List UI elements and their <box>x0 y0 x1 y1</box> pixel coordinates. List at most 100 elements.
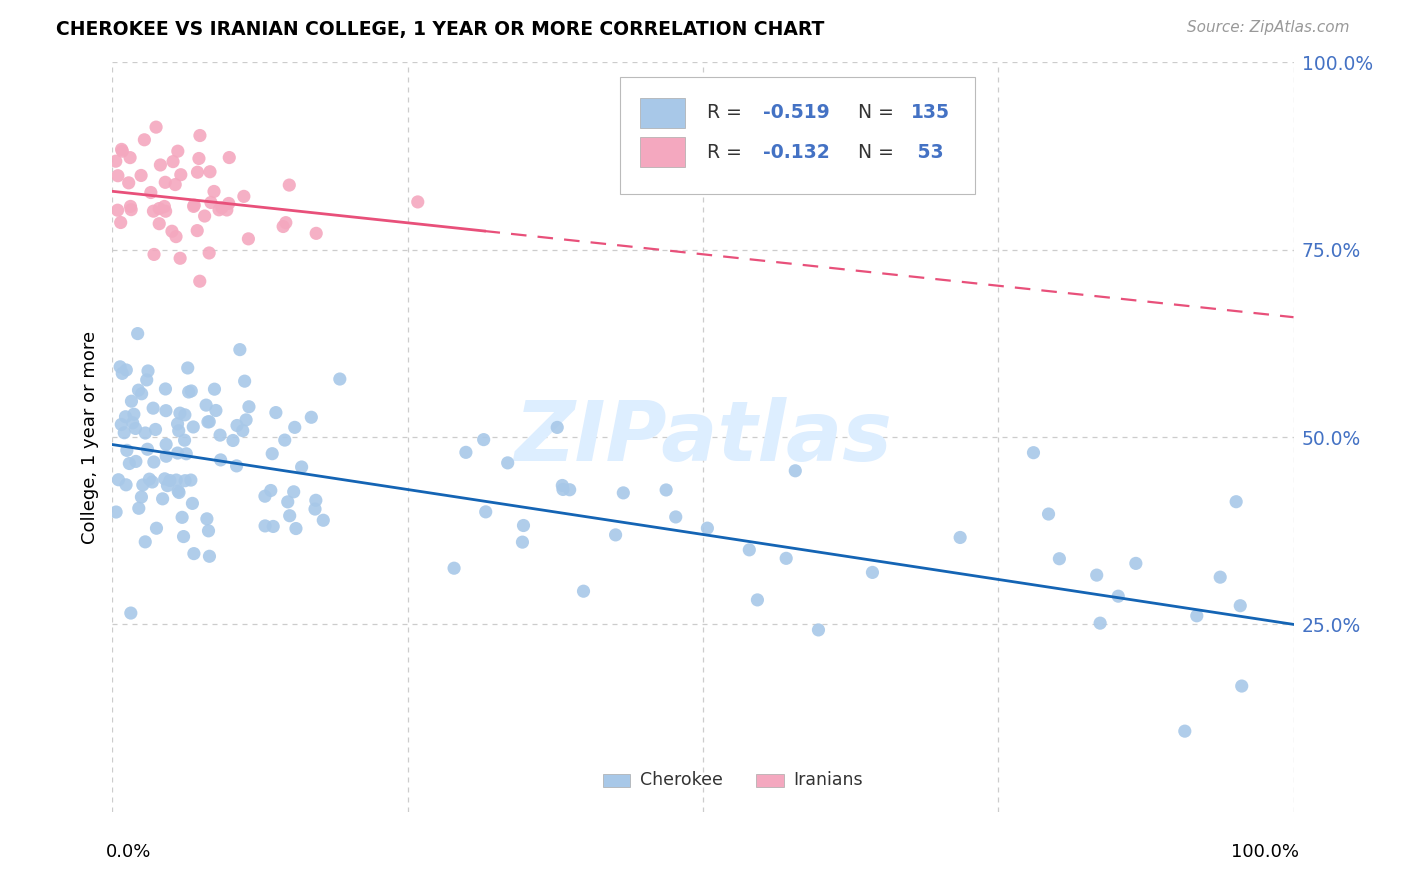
Point <box>209 453 232 467</box>
Point <box>183 547 205 561</box>
Point <box>283 484 305 499</box>
Point <box>162 154 184 169</box>
Point <box>125 454 148 468</box>
Point <box>655 483 678 497</box>
Point <box>107 169 129 183</box>
Point <box>232 189 254 203</box>
Point <box>1125 557 1147 571</box>
Point <box>1185 608 1208 623</box>
Point <box>278 178 301 192</box>
Point <box>129 169 152 183</box>
Point <box>115 363 138 377</box>
Point <box>222 434 245 448</box>
Point <box>262 447 284 461</box>
Point <box>120 394 142 409</box>
Point <box>277 495 299 509</box>
Point <box>183 198 205 212</box>
Point <box>198 165 221 179</box>
Text: 100.0%: 100.0% <box>1232 843 1299 861</box>
Text: N =: N = <box>858 143 900 161</box>
Point <box>284 420 307 434</box>
Point <box>254 519 277 533</box>
Point <box>131 490 153 504</box>
Bar <box>756 773 783 787</box>
Point <box>197 415 219 429</box>
Point <box>104 154 127 169</box>
Point <box>1022 445 1045 459</box>
Point <box>155 403 177 417</box>
Point <box>1107 589 1129 603</box>
Point <box>120 606 142 620</box>
Point <box>807 623 830 637</box>
Point <box>198 415 221 429</box>
Point <box>141 475 163 489</box>
Point <box>110 417 132 432</box>
Point <box>114 409 136 424</box>
Point <box>153 199 176 213</box>
Point <box>169 406 191 420</box>
Point <box>159 474 181 488</box>
Point <box>148 217 170 231</box>
Point <box>134 425 156 440</box>
Point <box>232 424 254 438</box>
Point <box>200 195 222 210</box>
Point <box>188 274 211 288</box>
Point <box>149 158 172 172</box>
Point <box>454 445 477 459</box>
Point <box>271 219 294 234</box>
Point <box>155 204 177 219</box>
Point <box>165 473 187 487</box>
Point <box>665 510 688 524</box>
Point <box>172 510 194 524</box>
Point <box>785 464 807 478</box>
Point <box>612 486 634 500</box>
Point <box>264 406 287 420</box>
Point <box>278 508 301 523</box>
Point <box>1047 551 1070 566</box>
Point <box>169 252 191 266</box>
Point <box>127 383 149 397</box>
Point <box>156 478 179 492</box>
Point <box>110 142 132 156</box>
Point <box>1225 494 1247 508</box>
Text: CHEROKEE VS IRANIAN COLLEGE, 1 YEAR OR MORE CORRELATION CHART: CHEROKEE VS IRANIAN COLLEGE, 1 YEAR OR M… <box>56 20 824 38</box>
Point <box>202 185 225 199</box>
Point <box>406 194 429 209</box>
Point <box>118 176 141 190</box>
Point <box>204 382 226 396</box>
Point <box>152 491 174 506</box>
Point <box>131 386 153 401</box>
Point <box>1209 570 1232 584</box>
Point <box>194 209 217 223</box>
Point <box>121 416 143 430</box>
Point <box>197 524 219 538</box>
Point <box>134 133 156 147</box>
Text: ZIPatlas: ZIPatlas <box>515 397 891 477</box>
Point <box>299 410 322 425</box>
Point <box>143 247 166 261</box>
Point <box>696 521 718 535</box>
Point <box>238 232 260 246</box>
Point <box>134 534 156 549</box>
Point <box>1088 616 1111 631</box>
Text: Cherokee: Cherokee <box>640 772 723 789</box>
Point <box>145 120 167 135</box>
Point <box>148 202 170 216</box>
Point <box>155 449 177 463</box>
Point <box>551 483 574 497</box>
Point <box>177 384 200 399</box>
Point <box>173 434 195 448</box>
Point <box>107 203 129 218</box>
Point <box>238 400 260 414</box>
Point <box>474 505 496 519</box>
Point <box>195 512 218 526</box>
Point <box>145 422 167 436</box>
Text: -0.519: -0.519 <box>763 103 830 122</box>
Point <box>181 420 204 434</box>
Point <box>173 530 195 544</box>
Point <box>166 446 188 460</box>
Text: N =: N = <box>858 103 900 122</box>
Point <box>233 374 256 388</box>
Point <box>738 542 761 557</box>
Point <box>153 472 176 486</box>
